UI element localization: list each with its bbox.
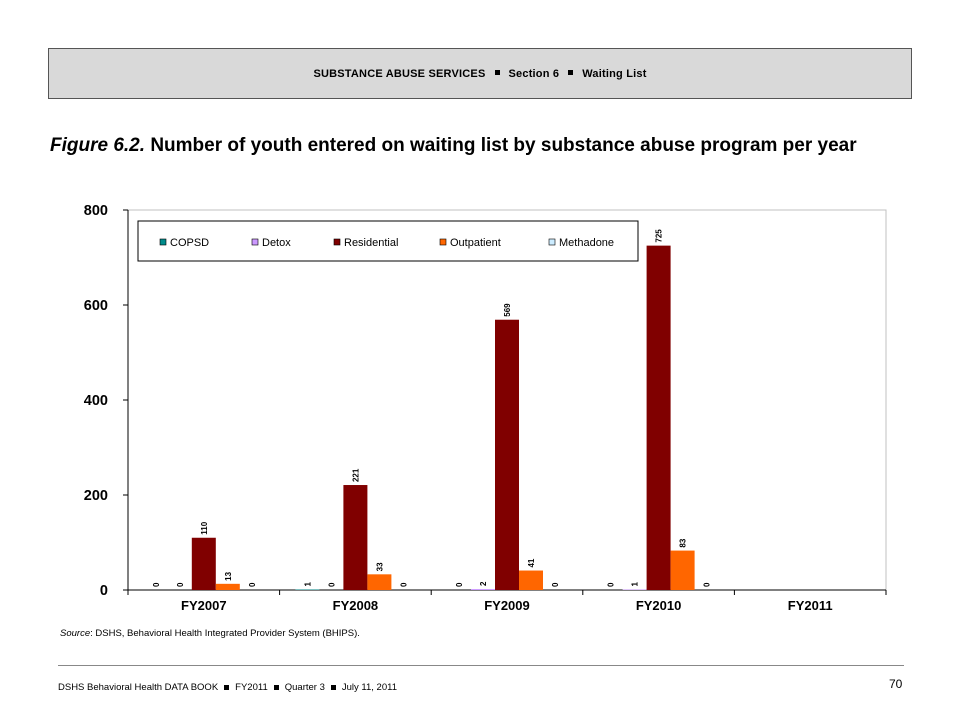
data-label: 0 (455, 582, 464, 587)
data-label: 0 (551, 582, 560, 587)
bar-residential (343, 485, 368, 590)
data-label: 83 (679, 538, 688, 547)
legend-label-detox: Detox (262, 237, 291, 249)
figure-title-text: Number of youth entered on waiting list … (150, 135, 857, 156)
legend-label-copsd: COPSD (170, 237, 209, 249)
x-axis: FY2007 FY2008 FY2009 FY2010 FY2011 (127, 589, 887, 613)
data-label: 0 (399, 582, 408, 587)
header-topic: Waiting List (582, 67, 647, 80)
figure-title: Figure 6.2. Number of youth entered on w… (50, 134, 910, 157)
bar-residential (495, 319, 519, 590)
bars: 0 1 0 0 0 0 2 1 110 221 569 725 13 33 41 83 0 0 0 0 (152, 229, 712, 590)
footer: DSHS Behavioral Health DATA BOOK FY2011 … (58, 682, 397, 693)
section-header: SUBSTANCE ABUSE SERVICES Section 6 Waiti… (48, 48, 912, 99)
y-tick-label: 0 (100, 583, 108, 599)
footer-separator (330, 685, 336, 690)
data-label: 1 (303, 582, 312, 587)
data-label: 110 (200, 521, 209, 534)
x-category-label: FY2011 (788, 598, 833, 613)
legend-swatch-copsd (159, 238, 167, 246)
data-label: 725 (655, 229, 664, 243)
data-label: 1 (631, 582, 640, 587)
y-tick-label: 600 (84, 298, 108, 314)
x-category-label: FY2008 (333, 598, 379, 613)
x-category-label: FY2010 (636, 598, 682, 613)
page-number: 70 (889, 677, 903, 691)
data-label: 0 (607, 582, 616, 587)
data-label: 41 (527, 558, 536, 567)
source-note: Source: DSHS, Behavioral Health Integrat… (60, 628, 360, 639)
header-section-number: Section 6 (508, 67, 560, 80)
x-category-label: FY2009 (484, 598, 530, 613)
legend-label-outpatient: Outpatient (450, 237, 501, 249)
bar-outpatient (670, 550, 695, 590)
data-label: 33 (375, 562, 384, 571)
bar-residential (646, 245, 671, 590)
bar-outpatient (215, 583, 240, 590)
legend: COPSD Detox Residential Outpatient Methadone (137, 220, 639, 262)
footer-separator (273, 685, 279, 690)
x-category-label: FY2007 (181, 598, 227, 613)
footer-year: FY2011 (235, 682, 268, 693)
bar-detox (471, 589, 495, 590)
legend-swatch-outpatient (439, 238, 447, 246)
data-label: 0 (176, 582, 185, 587)
data-label: 569 (503, 303, 512, 317)
y-axis: 0 200 400 600 800 (84, 203, 129, 599)
footer-date: July 11, 2011 (341, 682, 397, 693)
legend-swatch-methadone (548, 238, 556, 246)
footer-separator (224, 685, 230, 690)
data-label: 221 (351, 468, 360, 482)
source-label: Source (60, 628, 91, 639)
data-label: 2 (479, 581, 488, 586)
y-tick-label: 200 (84, 488, 108, 504)
bar-outpatient (367, 574, 392, 590)
footer-book: DSHS Behavioral Health DATA BOOK (58, 682, 219, 693)
legend-swatch-detox (251, 238, 259, 246)
data-label: 0 (248, 582, 257, 587)
footer-quarter: Quarter 3 (284, 682, 325, 693)
footer-divider (58, 665, 904, 666)
data-label: 13 (224, 571, 233, 580)
header-section-name: SUBSTANCE ABUSE SERVICES (313, 67, 486, 80)
legend-label-residential: Residential (344, 237, 398, 249)
source-text: : DSHS, Behavioral Health Integrated Pro… (90, 628, 360, 639)
header-separator (494, 70, 500, 75)
data-label: 0 (327, 582, 336, 587)
bar-outpatient (519, 570, 543, 590)
data-label: 0 (703, 582, 712, 587)
y-tick-label: 800 (84, 203, 108, 219)
figure-number: Figure 6.2. (50, 135, 146, 156)
y-tick-label: 400 (84, 393, 108, 409)
bar-residential (191, 537, 216, 590)
legend-label-methadone: Methadone (559, 237, 614, 249)
header-separator (568, 70, 574, 75)
data-label: 0 (152, 582, 161, 587)
legend-swatch-residential (333, 238, 341, 246)
